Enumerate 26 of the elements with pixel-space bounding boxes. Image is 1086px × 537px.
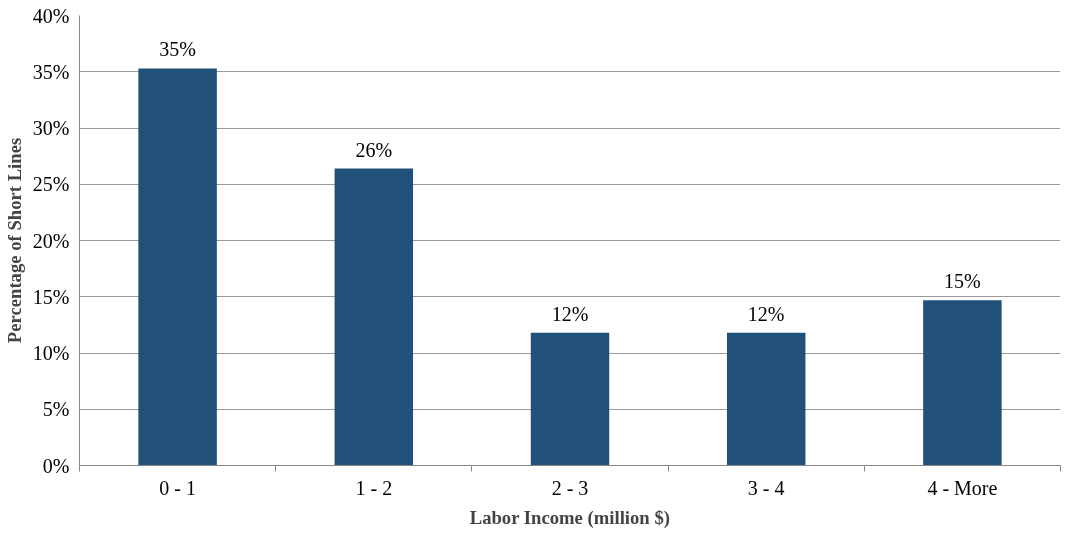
data-label: 12%	[551, 302, 589, 325]
x-tick-label: 3 - 4	[747, 476, 785, 499]
y-tick-label: 25%	[32, 173, 70, 196]
bar	[138, 68, 217, 466]
y-axis-title: Percentage of Short Lines	[3, 137, 25, 344]
x-tick-label: 4 - More	[927, 476, 998, 499]
x-tick-label: 2 - 3	[551, 476, 589, 499]
data-label: 35%	[159, 38, 196, 61]
y-tick-label: 30%	[32, 117, 70, 139]
x-tick-label: 1 - 2	[355, 476, 393, 499]
y-tick-label: 20%	[32, 229, 70, 252]
y-tick-label: 5%	[42, 398, 70, 421]
y-tick-label: 15%	[32, 285, 70, 308]
x-tick-label: 0 - 1	[159, 476, 196, 499]
data-label: 15%	[944, 270, 981, 293]
y-tick-label: 35%	[32, 60, 70, 83]
x-axis-title: Labor Income (million $)	[469, 506, 670, 529]
y-tick-label: 0%	[42, 454, 70, 477]
data-label: 26%	[355, 138, 393, 161]
y-tick-label: 40%	[32, 4, 70, 27]
bar	[334, 168, 414, 466]
bar	[923, 300, 1002, 466]
bar	[726, 332, 806, 466]
data-label: 12%	[747, 302, 785, 325]
bar	[530, 332, 610, 466]
y-tick-label: 10%	[32, 342, 70, 364]
